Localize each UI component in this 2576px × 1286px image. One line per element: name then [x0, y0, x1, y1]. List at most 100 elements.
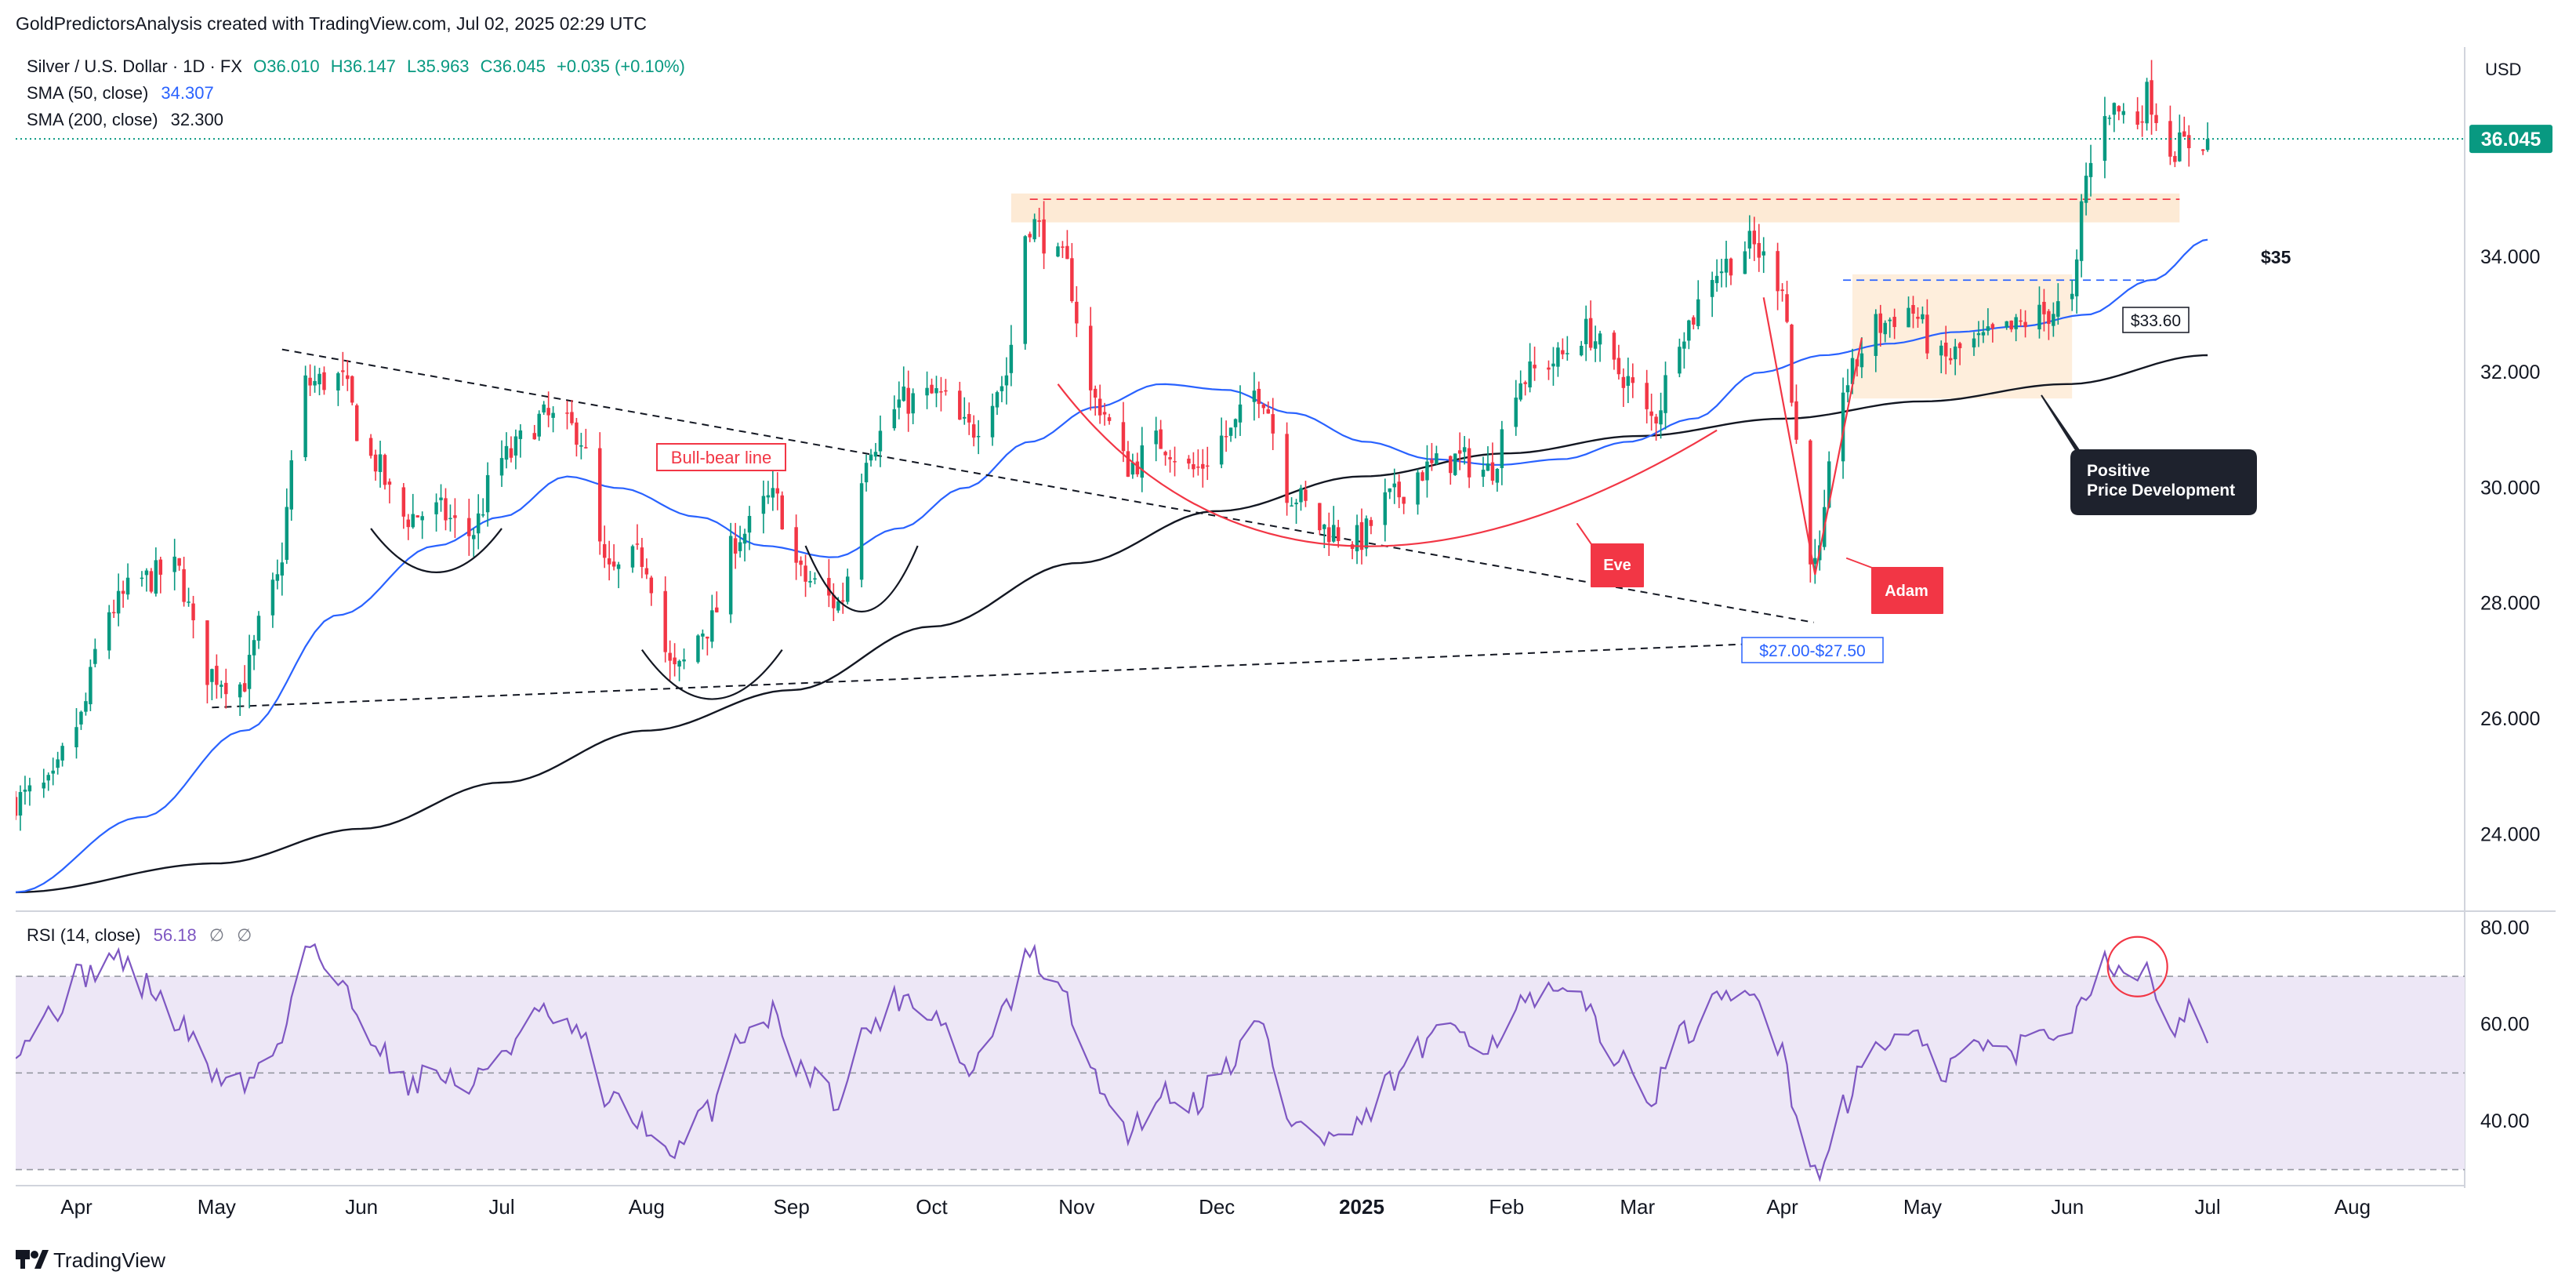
candle-body — [1420, 472, 1424, 481]
candle — [738, 525, 742, 558]
candle — [453, 498, 457, 539]
candle-body — [415, 515, 419, 518]
candle — [1196, 449, 1200, 476]
candle-body — [1743, 251, 1747, 274]
resistance-zone — [1010, 193, 2180, 223]
candle-body — [1888, 319, 1892, 322]
candle-body — [1556, 347, 1560, 367]
candle — [1042, 201, 1046, 270]
candle-body — [448, 518, 452, 520]
candle — [1621, 368, 1626, 407]
candle — [663, 576, 667, 663]
candle-body — [1224, 436, 1228, 438]
candle — [1233, 418, 1238, 439]
candle-body — [1813, 558, 1817, 565]
candle-body — [1449, 456, 1453, 474]
level-35-label: $35 — [2261, 247, 2291, 267]
candle-body — [1093, 388, 1098, 398]
candle — [616, 561, 621, 589]
candle — [2107, 114, 2112, 125]
candle — [644, 558, 649, 579]
candle-body — [1528, 361, 1532, 388]
candle-body — [1598, 333, 1602, 345]
candle — [383, 453, 387, 490]
candle — [220, 680, 223, 699]
candle — [668, 640, 672, 681]
candle-body — [1359, 521, 1364, 550]
candle — [1224, 420, 1228, 452]
candle — [182, 556, 186, 607]
svg-text:36.045: 36.045 — [2481, 129, 2542, 151]
candle-body — [1621, 376, 1626, 388]
candle — [387, 478, 392, 503]
candle-body — [2182, 131, 2186, 137]
candle-body — [1130, 462, 1135, 475]
candle — [336, 372, 340, 406]
candle-body — [794, 527, 798, 563]
candle — [771, 470, 775, 511]
annotations-layer — [370, 297, 2168, 997]
candle-body — [27, 785, 32, 792]
candle — [710, 594, 714, 648]
candle-body — [1290, 505, 1293, 507]
candle — [2088, 144, 2093, 197]
candle-body — [2112, 103, 2117, 115]
last-price-tag: 36.045 — [2469, 125, 2552, 154]
candle — [1435, 445, 1439, 465]
candle — [794, 514, 798, 580]
candle — [322, 366, 326, 395]
candle-body — [575, 422, 579, 445]
candle-body — [1579, 345, 1584, 356]
candle — [1785, 281, 1789, 324]
candle-body — [2070, 293, 2074, 300]
candle-body — [1159, 429, 1163, 449]
candle-body — [1850, 358, 1855, 384]
candle — [378, 441, 383, 488]
svg-text:Eve: Eve — [1603, 557, 1631, 574]
candle-body — [373, 454, 378, 472]
candle-body — [747, 515, 752, 533]
candle-body — [1859, 353, 1864, 368]
candle-body — [1561, 350, 1565, 354]
candle-body — [368, 438, 373, 456]
candle-body — [2079, 201, 2084, 261]
svg-text:Positive: Positive — [2087, 462, 2150, 480]
candle-body — [1121, 422, 1126, 452]
candle-body — [1238, 404, 1243, 423]
candle — [930, 378, 934, 394]
candle-body — [439, 497, 443, 500]
candle-body — [565, 412, 569, 414]
candle-body — [1154, 430, 1158, 445]
candle-body — [939, 391, 943, 393]
candle-body — [406, 519, 411, 528]
candle — [841, 583, 845, 614]
candle — [518, 424, 523, 458]
candle — [1392, 468, 1396, 504]
candle — [532, 424, 536, 440]
candle-body — [518, 430, 523, 439]
candle-body — [509, 448, 513, 458]
candle-body — [1467, 448, 1471, 478]
candle — [177, 558, 181, 571]
candle-body — [1266, 409, 1271, 414]
candle-body — [125, 577, 130, 595]
candle — [308, 364, 312, 397]
candle — [1285, 422, 1289, 516]
candle — [1364, 515, 1369, 557]
candle-body — [220, 685, 223, 687]
candle-body — [51, 770, 55, 774]
candle — [2023, 310, 2027, 338]
candle-body — [172, 556, 176, 572]
candle — [504, 432, 509, 469]
rsi-legend: RSI (14, close) 56.18 ∅ ∅ — [27, 925, 252, 945]
candle-body — [1566, 353, 1569, 354]
candle-body — [1004, 375, 1009, 386]
candle-body — [1481, 469, 1486, 477]
bull-bear-label: Bull-bear line — [656, 443, 786, 471]
candle — [747, 506, 752, 550]
candle-body — [616, 564, 621, 569]
price-tick-label: 32.000 — [2480, 361, 2540, 383]
candle — [2019, 309, 2023, 327]
candle-body — [1294, 502, 1298, 505]
